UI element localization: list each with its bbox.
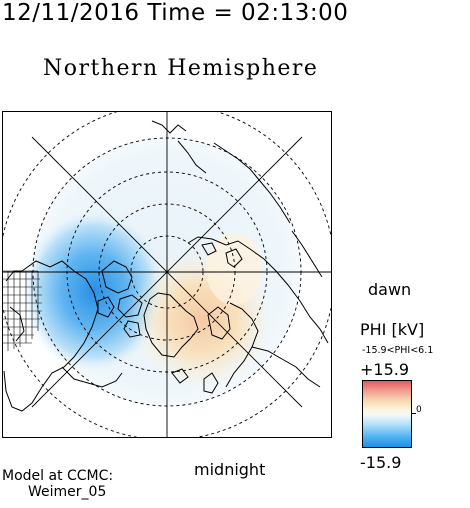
model-credit: Model at CCMC: bbox=[2, 468, 114, 484]
polar-map bbox=[2, 111, 332, 438]
model-name: Weimer_05 bbox=[28, 484, 107, 500]
dawn-label: dawn bbox=[368, 280, 412, 299]
colorbar-min-label: -15.9 bbox=[360, 453, 402, 472]
colorbar-title: PHI [kV] bbox=[360, 320, 425, 339]
map-frame bbox=[2, 111, 332, 438]
edge-hatching bbox=[2, 270, 42, 351]
midnight-label: midnight bbox=[194, 460, 266, 479]
colorbar-zero-tick bbox=[412, 413, 416, 414]
colorbar-max-label: +15.9 bbox=[360, 360, 410, 379]
negative-potential-cell bbox=[22, 209, 166, 373]
colorbar bbox=[362, 380, 412, 448]
meridians bbox=[2, 111, 332, 438]
colorbar-zero-label: 0 bbox=[416, 405, 422, 415]
map-title: Northern Hemisphere bbox=[43, 56, 319, 81]
colorbar-range: -15.9<PHI<6.1 bbox=[362, 345, 434, 356]
timestamp: 12/11/2016 Time = 02:13:00 bbox=[2, 0, 349, 26]
